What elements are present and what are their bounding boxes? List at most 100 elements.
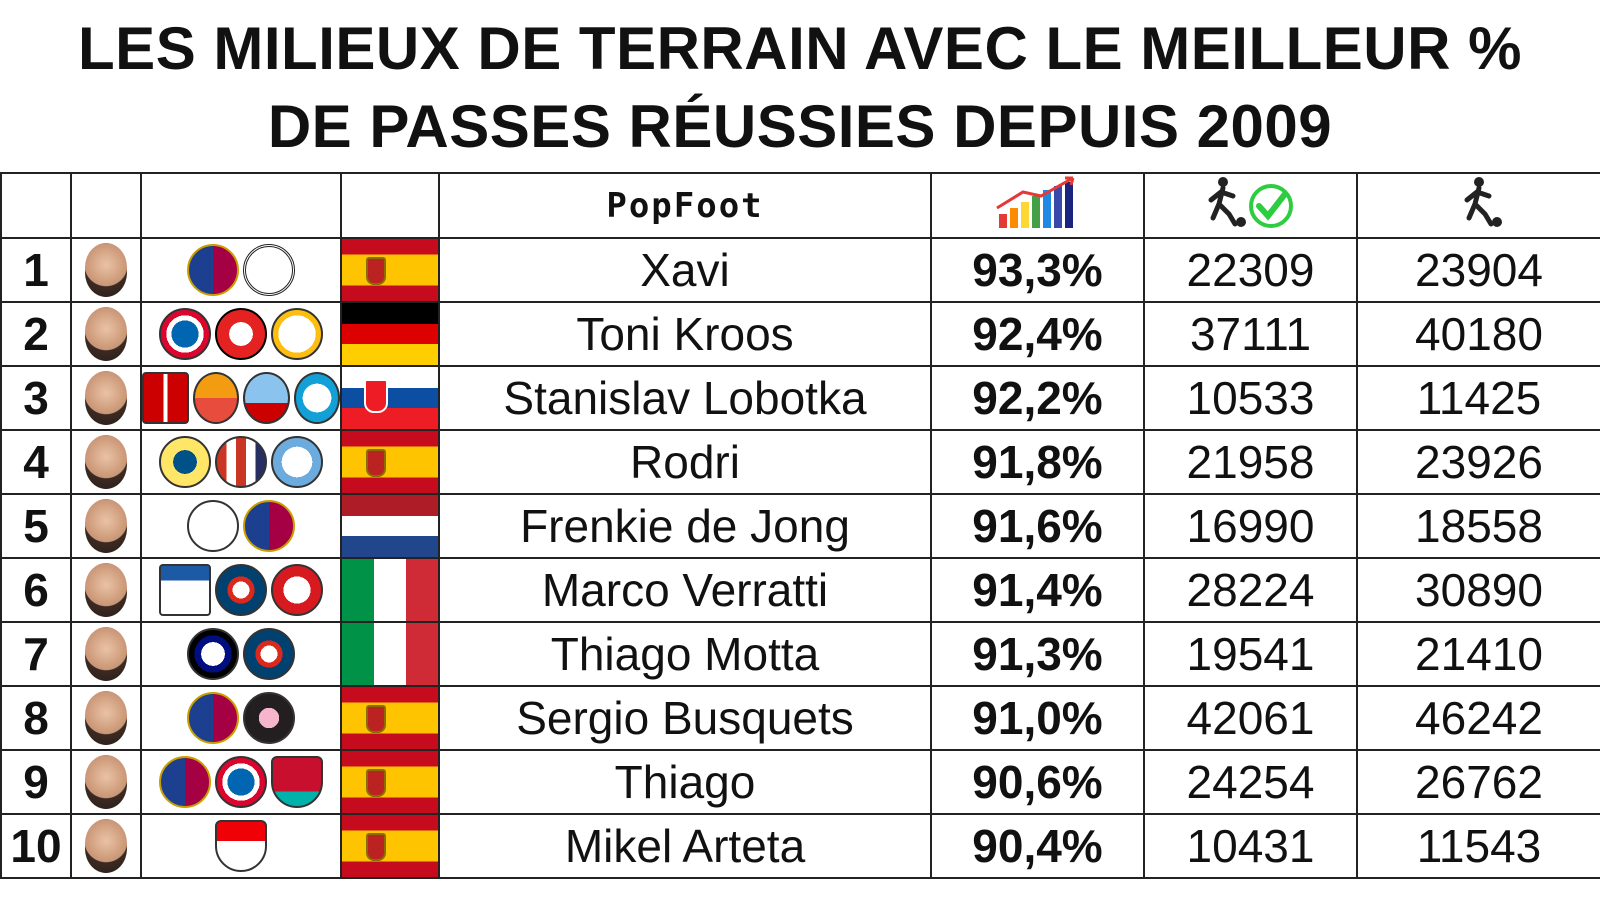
passes-completed-cell: 28224 [1143, 557, 1358, 623]
pass-percent-cell: 92,4% [930, 301, 1145, 367]
bayer-leverkusen-crest [215, 308, 267, 360]
player-photo [85, 691, 127, 745]
title-line-2: DE PASSES RÉUSSIES DEPUIS 2009 [267, 93, 1333, 160]
clubs-cell [140, 621, 342, 687]
player-name-cell: Thiago [438, 749, 932, 815]
table-row: 5 Frenkie de Jong 91,6% 16990 18558 [0, 493, 1600, 559]
inter-miami-crest [243, 692, 295, 744]
passes-attempted-cell: 23904 [1356, 237, 1600, 303]
flag-cell [340, 813, 440, 879]
player-name-cell: Marco Verratti [438, 557, 932, 623]
spain-flag [343, 432, 437, 492]
spain-flag [343, 688, 437, 748]
villarreal-crest [159, 436, 211, 488]
passes-completed-cell: 10533 [1143, 365, 1358, 431]
pass-percent-cell: 92,2% [930, 365, 1145, 431]
table-row: 6 Marco Verratti 91,4% 28224 30890 [0, 557, 1600, 623]
rank-cell: 4 [0, 429, 72, 495]
player-photo [85, 563, 127, 617]
liverpool-crest [271, 756, 323, 808]
header-row: PopFoot [0, 172, 1600, 239]
clubs-cell [140, 557, 342, 623]
player-photo [85, 627, 127, 681]
rank-cell: 1 [0, 237, 72, 303]
inter-crest [187, 628, 239, 680]
flag-cell [340, 237, 440, 303]
spain-flag [343, 816, 437, 876]
passes-attempted-cell: 46242 [1356, 685, 1600, 751]
player-name-cell: Mikel Arteta [438, 813, 932, 879]
player-photo [85, 819, 127, 873]
passes-attempted-cell: 30890 [1356, 557, 1600, 623]
slovakia-flag [343, 368, 437, 428]
pass-percent-cell: 91,0% [930, 685, 1145, 751]
passes-attempted-cell: 18558 [1356, 493, 1600, 559]
chart-title: LES MILIEUX DE TERRAIN AVEC LE MEILLEUR … [0, 0, 1600, 172]
clubs-cell [140, 493, 342, 559]
flag-cell [340, 557, 440, 623]
photo-cell [70, 749, 142, 815]
popfoot-logo: PopFoot [606, 185, 764, 226]
photo-cell [70, 621, 142, 687]
passes-completed-cell: 42061 [1143, 685, 1358, 751]
photo-cell [70, 429, 142, 495]
header-clubs-cell [140, 172, 342, 239]
passes-attempted-cell: 26762 [1356, 749, 1600, 815]
table-row: 9 Thiago 90,6% 24254 26762 [0, 749, 1600, 815]
player-name-cell: Thiago Motta [438, 621, 932, 687]
passes-attempted-cell: 11543 [1356, 813, 1600, 879]
player-photo [85, 307, 127, 361]
flag-cell [340, 365, 440, 431]
photo-cell [70, 557, 142, 623]
player-name-cell: Xavi [438, 237, 932, 303]
fc-barcelona-crest [187, 692, 239, 744]
arsenal-crest [215, 820, 267, 872]
passes-attempted-cell: 11425 [1356, 365, 1600, 431]
passes-completed-cell: 22309 [1143, 237, 1358, 303]
passes-attempted-cell: 23926 [1356, 429, 1600, 495]
clubs-cell [140, 749, 342, 815]
passes-attempted-cell: 40180 [1356, 301, 1600, 367]
passes-attempted-cell: 21410 [1356, 621, 1600, 687]
header-photo-cell [70, 172, 142, 239]
pescara-crest [159, 564, 211, 616]
flag-cell [340, 301, 440, 367]
header-percent-cell [930, 172, 1145, 239]
clubs-cell [140, 301, 342, 367]
spain-flag [343, 240, 437, 300]
table-row: 1 Xavi 93,3% 22309 23904 [0, 237, 1600, 303]
germany-flag [343, 304, 437, 364]
header-rank-cell [0, 172, 72, 239]
rank-cell: 3 [0, 365, 72, 431]
flag-cell [340, 621, 440, 687]
passes-completed-cell: 19541 [1143, 621, 1358, 687]
photo-cell [70, 301, 142, 367]
al-sadd-crest [243, 244, 295, 296]
pass-percent-cell: 90,4% [930, 813, 1145, 879]
clubs-cell [140, 685, 342, 751]
passes-completed-cell: 37111 [1143, 301, 1358, 367]
rank-cell: 7 [0, 621, 72, 687]
italy-flag [343, 560, 437, 620]
table-row: 10 Mikel Arteta 90,4% 10431 11543 [0, 813, 1600, 879]
pass-percent-cell: 90,6% [930, 749, 1145, 815]
rank-cell: 5 [0, 493, 72, 559]
player-name-cell: Sergio Busquets [438, 685, 932, 751]
clubs-cell [140, 813, 342, 879]
real-madrid-crest [271, 308, 323, 360]
rank-cell: 9 [0, 749, 72, 815]
player-name-cell: Stanislav Lobotka [438, 365, 932, 431]
header-flag-cell [340, 172, 440, 239]
fc-barcelona-crest [159, 756, 211, 808]
photo-cell [70, 365, 142, 431]
bayern-munich-crest [159, 308, 211, 360]
psg-crest [215, 564, 267, 616]
rank-cell: 8 [0, 685, 72, 751]
table-row: 8 Sergio Busquets 91,0% 42061 46242 [0, 685, 1600, 751]
celta-vigo-crest [243, 372, 290, 424]
pass-percent-cell: 91,3% [930, 621, 1145, 687]
netherlands-flag [343, 496, 437, 556]
bar-chart-arrow-icon [995, 176, 1074, 228]
pass-percent-cell: 91,8% [930, 429, 1145, 495]
fc-barcelona-crest [243, 500, 295, 552]
